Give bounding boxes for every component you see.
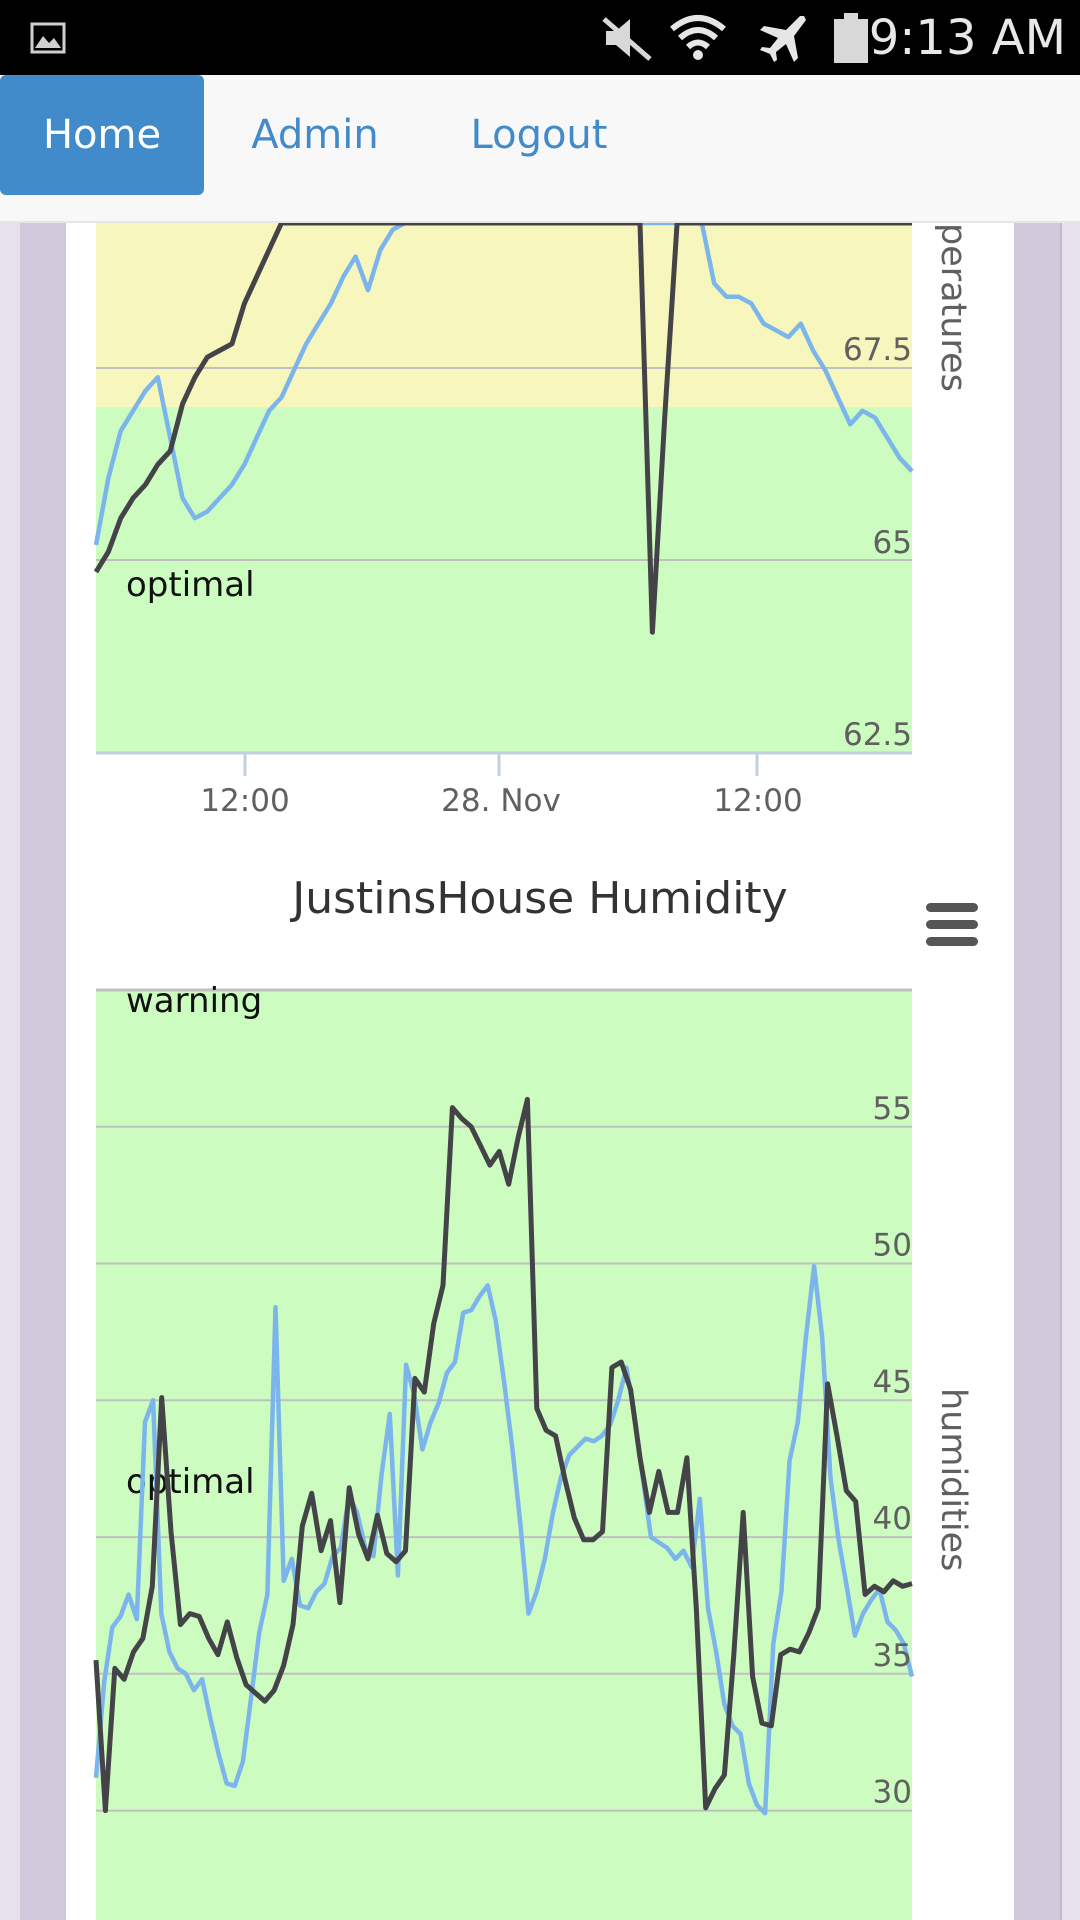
nav-logout-label: Logout — [470, 112, 608, 158]
hum-series-line-2 — [93, 1264, 915, 1816]
status-time: 9:13 AM — [868, 10, 1066, 66]
gallery-icon — [30, 0, 68, 75]
temp-series-line-2 — [93, 223, 914, 546]
temperature-chart: optimal 67.5 65 62.5 12:00 28. Nov 12:00… — [93, 223, 973, 819]
temp-band-label-optimal: optimal — [126, 565, 255, 605]
hum-gridlines — [96, 1125, 912, 1812]
hum-y-axis-title: humidities — [933, 1388, 973, 1571]
temp-y-tick-label: 62.5 — [843, 717, 912, 753]
humidity-chart: JustinsHouse Humidity warning optimal hu… — [93, 873, 978, 1920]
temp-series-group — [93, 223, 914, 635]
page-gutter-right — [1014, 223, 1062, 1920]
status-bar: 9:13 AM — [0, 0, 1080, 75]
temp-y-axis-title: peratures — [933, 223, 973, 392]
hum-series-line-1 — [93, 1096, 913, 1814]
temp-y-tick-label: 65 — [873, 525, 912, 561]
temp-band-warning — [96, 223, 912, 407]
nav-logout-link[interactable]: Logout — [446, 75, 632, 195]
hum-y-tick-label: 55 — [873, 1091, 912, 1127]
temp-series-line-1 — [93, 223, 912, 635]
hum-series-group — [93, 1096, 915, 1816]
page-margin-right — [1062, 223, 1080, 1920]
hum-y-tick-label: 45 — [873, 1364, 912, 1400]
hum-y-tick-label: 30 — [873, 1775, 912, 1811]
nav-admin-link[interactable]: Admin — [222, 75, 408, 195]
temp-x-tick-label: 12:00 — [713, 783, 802, 819]
battery-icon — [832, 0, 870, 75]
hum-y-tick-labels: 30 35 40 45 50 55 — [873, 1091, 912, 1811]
hum-y-tick-label: 40 — [873, 1501, 912, 1537]
page-gutter-left — [20, 223, 66, 1920]
temp-x-tick-label: 12:00 — [200, 783, 289, 819]
nav-home-label: Home — [42, 112, 162, 158]
temp-x-tick-label: 28. Nov — [441, 783, 561, 819]
top-navbar: Home Admin Logout — [0, 75, 1080, 223]
chart-context-menu-button[interactable] — [926, 903, 978, 946]
hum-band-label-warning: warning — [126, 981, 262, 1021]
hum-band-label-optimal: optimal — [126, 1462, 255, 1502]
hum-y-tick-label: 50 — [873, 1228, 912, 1264]
page-margin-left — [0, 223, 20, 1920]
nav-home-link[interactable]: Home — [0, 75, 204, 195]
nav-admin-label: Admin — [251, 112, 379, 158]
humidity-plot-area — [96, 990, 912, 1920]
humidity-chart-title: JustinsHouse Humidity — [289, 873, 787, 924]
temp-band-optimal — [96, 407, 912, 753]
mute-icon — [600, 0, 654, 75]
temp-y-tick-label: 67.5 — [843, 332, 912, 368]
airplane-icon — [756, 0, 808, 75]
hum-y-tick-label: 35 — [873, 1638, 912, 1674]
wifi-icon — [668, 0, 728, 75]
hamburger-menu-icon — [926, 903, 978, 946]
